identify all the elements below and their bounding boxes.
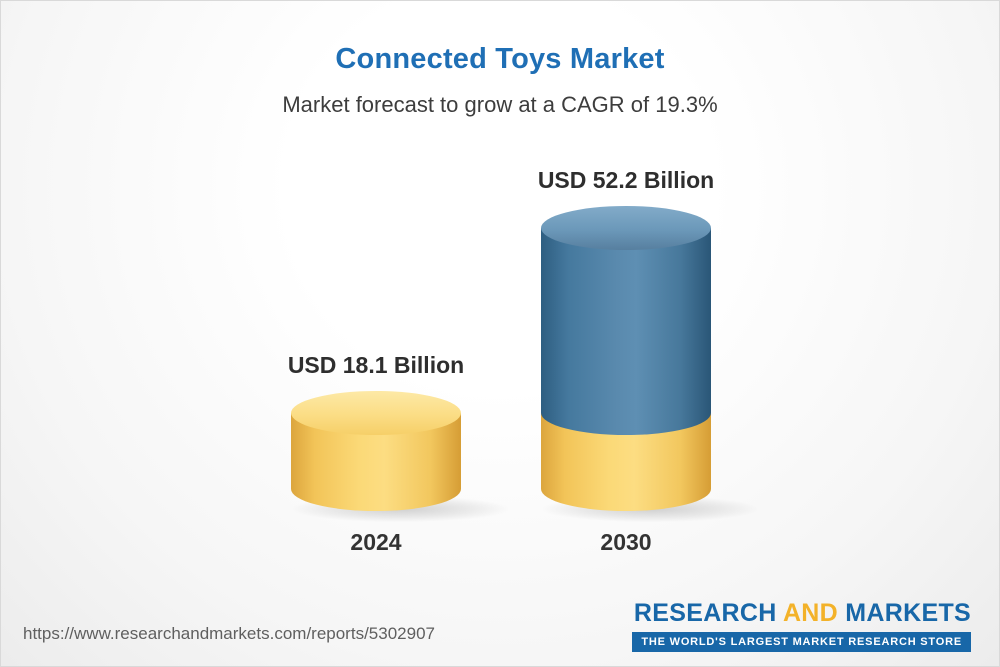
page-title: Connected Toys Market bbox=[335, 43, 665, 75]
bar-2030: USD 52.2 Billion 2030 bbox=[538, 167, 714, 555]
value-label-2024: USD 18.1 Billion bbox=[287, 352, 465, 378]
logo-word-markets: MARKETS bbox=[845, 599, 971, 627]
value-label-2030: USD 52.2 Billion bbox=[537, 167, 715, 193]
chart-subtitle: Market forecast to grow at a CAGR of 19.… bbox=[282, 92, 718, 117]
research-and-markets-logo: RESEARCH AND MARKETS THE WORLD'S LARGEST… bbox=[632, 599, 971, 652]
category-label-2024: 2024 bbox=[350, 529, 402, 555]
bar-2030-top-segment bbox=[541, 228, 711, 435]
bar-2024-top-face bbox=[291, 391, 461, 435]
report-url: https://www.researchandmarkets.com/repor… bbox=[23, 624, 435, 643]
bar-2030-top-face bbox=[541, 206, 711, 250]
category-label-2030: 2030 bbox=[600, 529, 652, 555]
logo-wordmark: RESEARCH AND MARKETS bbox=[632, 599, 971, 628]
bar-2024: USD 18.1 Billion 2024 bbox=[288, 352, 464, 555]
logo-word-research: RESEARCH bbox=[633, 599, 777, 627]
logo-tagline: THE WORLD'S LARGEST MARKET RESEARCH STOR… bbox=[632, 632, 971, 652]
logo-word-and: AND bbox=[782, 599, 839, 627]
